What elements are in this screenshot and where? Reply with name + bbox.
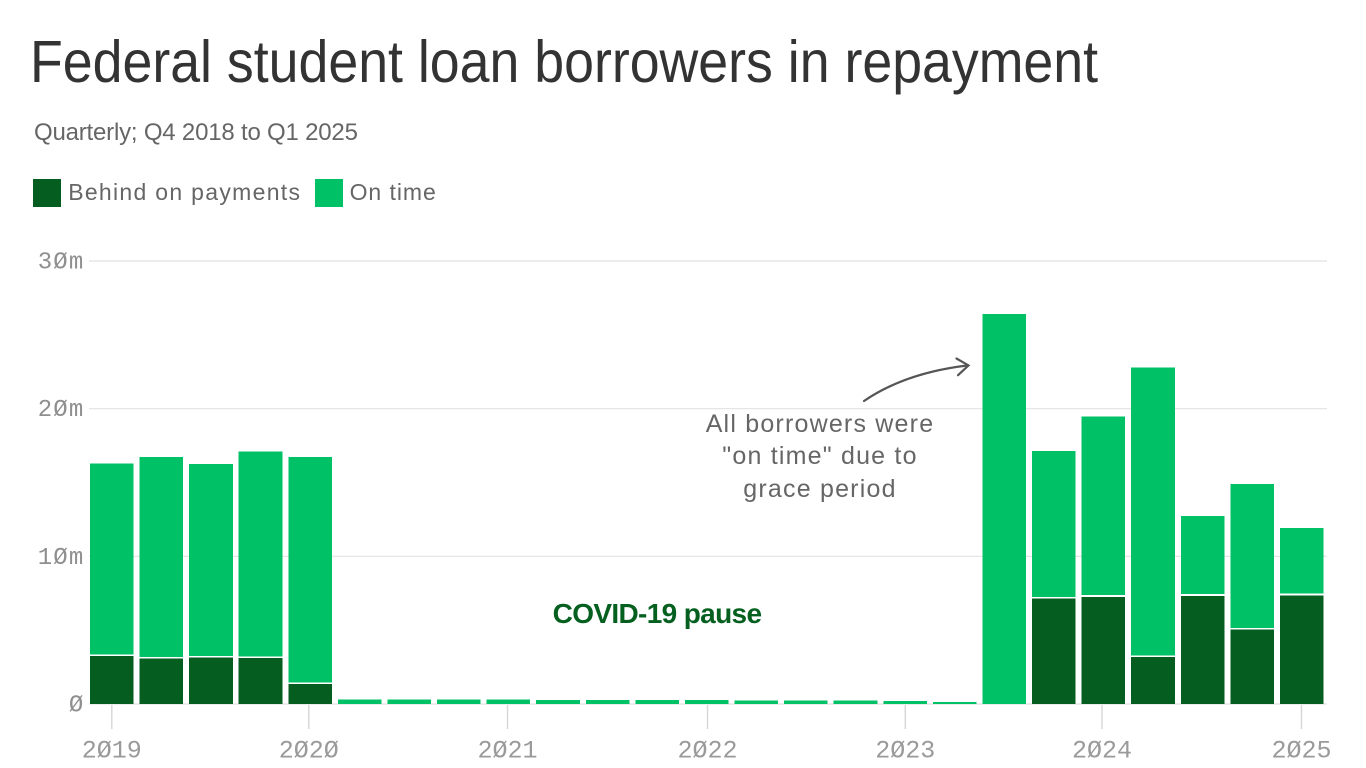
svg-text:3Øm: 3Øm <box>38 250 85 277</box>
svg-text:1Øm: 1Øm <box>38 545 85 572</box>
svg-text:2Ø2Ø: 2Ø2Ø <box>279 737 339 766</box>
svg-text:2Ø24: 2Ø24 <box>1072 737 1132 766</box>
svg-text:2Ø23: 2Ø23 <box>875 737 935 766</box>
svg-text:2Øm: 2Øm <box>38 397 85 424</box>
svg-text:2Ø22: 2Ø22 <box>677 737 737 766</box>
svg-text:Ø: Ø <box>69 693 85 720</box>
svg-text:2Ø21: 2Ø21 <box>477 737 537 766</box>
svg-text:2Ø25: 2Ø25 <box>1271 737 1331 766</box>
svg-text:2Ø19: 2Ø19 <box>82 737 142 766</box>
